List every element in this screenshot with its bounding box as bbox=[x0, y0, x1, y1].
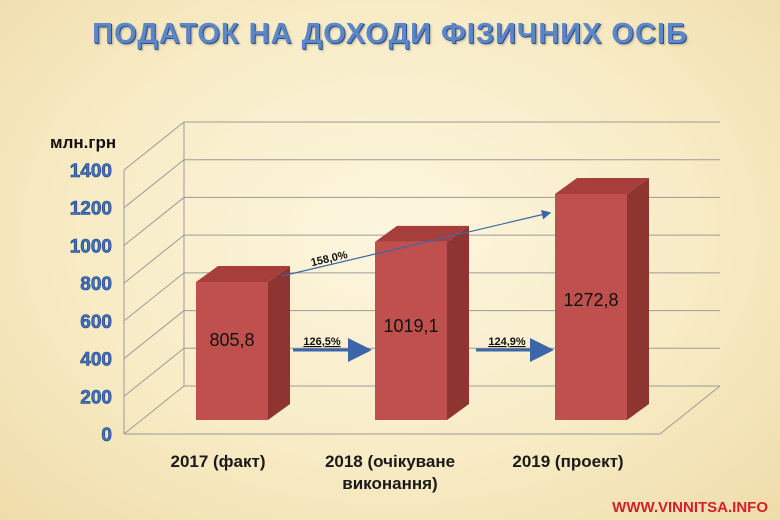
floor-right-edge bbox=[659, 385, 721, 435]
gridline-depth bbox=[123, 347, 185, 397]
gridline-depth bbox=[123, 310, 185, 359]
gridline-depth bbox=[123, 121, 185, 171]
x-category-label: 2019 (проект) bbox=[512, 452, 623, 471]
y-tick-label: 800 bbox=[80, 274, 112, 295]
data-label: 805,8 bbox=[209, 330, 254, 350]
gridline-depth bbox=[123, 197, 185, 246]
category-label-layer: 2017 (факт) 2018 (очікуване виконання) 2019… bbox=[170, 452, 623, 493]
gridline-depth bbox=[123, 234, 185, 284]
y-tick-label: 400 bbox=[80, 350, 112, 371]
chart-title: ПОДАТОК НА ДОХОДИ ФІЗИЧНИХ ОСІБ bbox=[92, 18, 688, 50]
annotation-label: 126,5% bbox=[303, 336, 341, 348]
data-label: 1272,8 bbox=[563, 290, 618, 310]
arrow bbox=[281, 209, 552, 277]
growth-annotation: 124,9% bbox=[476, 336, 554, 362]
bar-front bbox=[196, 282, 268, 420]
annotation-label: 124,9% bbox=[488, 336, 526, 348]
growth-annotation: 126,5% bbox=[293, 336, 372, 362]
data-label: 1019,1 bbox=[383, 316, 438, 336]
y-tick-label: 1200 bbox=[70, 199, 112, 220]
gridline-depth bbox=[123, 272, 185, 322]
y-tick-label: 1000 bbox=[70, 236, 112, 257]
gridline-depth bbox=[123, 385, 185, 435]
bar-front bbox=[375, 241, 447, 420]
bar-side bbox=[447, 225, 469, 420]
y-tick-layer: 0 200 400 600 800 1000 1200 1400 bbox=[69, 161, 112, 447]
y-tick-label: 0 bbox=[101, 425, 112, 446]
bar-side bbox=[268, 266, 290, 420]
gridline-depth bbox=[123, 159, 185, 209]
bar: 1019,1 bbox=[375, 225, 469, 420]
bar-layer: 805,8 1019,1 1272,8 bbox=[196, 177, 649, 420]
x-category-label: 2018 (очікуване виконання) bbox=[325, 452, 455, 493]
bar: 805,8 bbox=[196, 266, 290, 420]
y-tick-label: 1400 bbox=[70, 161, 112, 182]
watermark: WWW.VINNITSA.INFO bbox=[612, 499, 768, 516]
y-axis-unit-label: млн.грн bbox=[50, 133, 117, 152]
bar-side bbox=[627, 177, 649, 420]
y-tick-label: 200 bbox=[80, 387, 112, 408]
annotation-label: 158,0% bbox=[310, 249, 349, 269]
y-tick-label: 600 bbox=[80, 312, 112, 333]
bar: 1272,8 bbox=[555, 177, 649, 420]
annotation-layer: 126,5% 124,9% 158,0% bbox=[281, 209, 554, 362]
bar-front bbox=[555, 193, 627, 420]
bar-top bbox=[196, 266, 290, 283]
bar-top bbox=[555, 177, 649, 194]
x-category-label: 2017 (факт) bbox=[170, 452, 265, 471]
